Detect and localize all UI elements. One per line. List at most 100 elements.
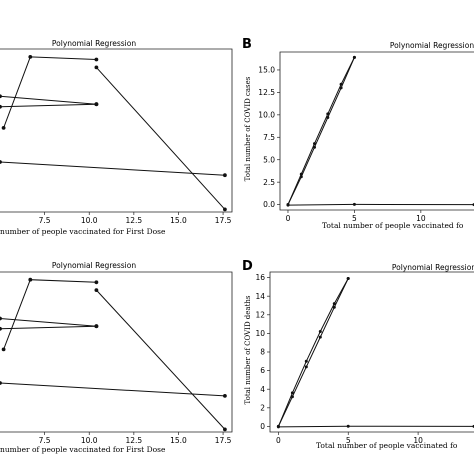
panel-b-letter: B [242, 37, 252, 52]
panel-d-title: Polynomial Regression [392, 263, 474, 272]
data-point [223, 394, 227, 398]
panel-b-ticks: 0 5 10 0.0 2.5 5.0 7.5 10.0 12.5 15.0 [258, 66, 426, 223]
panel-d-series [276, 277, 474, 429]
data-point [1, 126, 6, 130]
x-tick-label: 12.5 [125, 216, 142, 225]
series-line-3 [0, 318, 97, 327]
data-point [332, 302, 336, 306]
x-tick-label: 0 [276, 436, 281, 445]
series-line-2 [277, 278, 349, 427]
series-line-5 [0, 382, 225, 397]
series-line-1 [287, 57, 355, 205]
y-tick-label: 0.0 [263, 200, 275, 209]
data-point [0, 381, 2, 385]
panel-c-frame [0, 271, 233, 433]
data-point [0, 326, 2, 331]
x-tick-label: 17.5 [215, 436, 232, 445]
panel-a-frame [0, 48, 233, 213]
series-line-3 [0, 95, 97, 105]
data-point [223, 427, 227, 432]
x-tick-label: 12.5 [125, 436, 142, 445]
data-point [290, 391, 294, 395]
panel-d-letter: D [242, 259, 253, 274]
data-point [94, 280, 99, 285]
panel-d-frame [269, 271, 474, 433]
x-tick-label: 0 [286, 214, 291, 223]
data-point [276, 425, 280, 429]
data-point [28, 55, 33, 59]
x-tick-label: 5 [346, 436, 351, 445]
panel-d-ylabel: Total number of COVID deaths [244, 295, 252, 404]
series-line-1 [3, 279, 97, 350]
x-tick-label: 10.0 [81, 216, 98, 225]
x-tick-label: 7.5 [39, 436, 51, 445]
data-point [94, 102, 99, 107]
series-line-4 [0, 103, 97, 108]
panel-a-series [0, 55, 227, 212]
data-point [313, 142, 316, 146]
panel-b: B Polynomial Regression 0 5 10 0.0 2.5 5.0 7.5… [242, 37, 474, 230]
data-point [286, 203, 290, 207]
data-point [94, 288, 99, 292]
x-tick-label: 15.0 [170, 216, 187, 225]
y-tick-label: 6 [260, 366, 265, 375]
y-tick-label: 10 [255, 329, 265, 338]
series-line-1 [277, 278, 349, 427]
data-point [1, 347, 6, 352]
panel-a-xlabel: number of people vaccinated for First Do… [0, 227, 166, 236]
data-point [339, 82, 343, 86]
y-tick-label: 2 [260, 403, 265, 412]
panel-c-title: Polynomial Regression [52, 261, 136, 270]
data-point [0, 104, 2, 109]
data-point [0, 94, 2, 99]
x-tick-label: 5 [352, 214, 357, 223]
series-line-1 [3, 56, 97, 129]
data-point [346, 277, 350, 280]
x-tick-label: 15.0 [170, 436, 187, 445]
y-tick-label: 0 [260, 422, 265, 431]
data-point [318, 330, 322, 333]
series-line-2 [96, 67, 226, 210]
panel-b-xlabel: Total number of people vaccinated fo [322, 221, 464, 230]
x-tick-label: 10.0 [81, 436, 98, 445]
panel-c: Polynomial Regression 7.5 10.0 12.5 15.0 17.… [0, 261, 233, 454]
series-line-2 [96, 289, 226, 430]
data-point [28, 277, 33, 282]
data-point [346, 424, 350, 428]
y-tick-label: 12.5 [258, 88, 275, 97]
panel-a-title: Polynomial Regression [52, 39, 136, 48]
y-tick-label: 12 [255, 310, 265, 319]
data-point [318, 335, 322, 339]
y-tick-label: 8 [260, 348, 265, 357]
y-tick-label: 10.0 [258, 110, 275, 119]
data-point [223, 207, 227, 212]
panel-c-x-ticks: 7.5 10.0 12.5 15.0 17.5 [39, 432, 232, 445]
data-point [94, 65, 99, 70]
panel-b-frame [279, 51, 474, 211]
y-tick-label: 16 [255, 273, 265, 282]
x-tick-label: 7.5 [39, 216, 51, 225]
series-line-4 [0, 325, 97, 330]
panel-b-series [286, 55, 474, 207]
y-tick-label: 14 [255, 292, 265, 301]
panel-b-ylabel: Total number of COVID cases [244, 76, 252, 181]
panel-c-xlabel: number of people vaccinated for First Do… [0, 445, 166, 454]
y-tick-label: 4 [260, 385, 265, 394]
data-point [352, 55, 356, 59]
x-tick-label: 17.5 [215, 216, 232, 225]
series-line-2 [287, 57, 355, 205]
data-point [299, 172, 303, 176]
y-tick-label: 7.5 [263, 133, 275, 142]
panel-d-xlabel: Total number of people vaccinated fo [316, 441, 458, 450]
data-point [304, 365, 308, 369]
panel-a-x-ticks: 7.5 10.0 12.5 15.0 17.5 [39, 212, 232, 225]
data-point [94, 57, 99, 62]
series-line-5 [0, 161, 225, 176]
data-point [223, 173, 227, 178]
x-tick-label: 10 [416, 214, 426, 223]
data-point [94, 324, 99, 329]
data-point [332, 305, 336, 309]
y-tick-label: 5.0 [263, 155, 275, 164]
data-point [352, 202, 356, 206]
